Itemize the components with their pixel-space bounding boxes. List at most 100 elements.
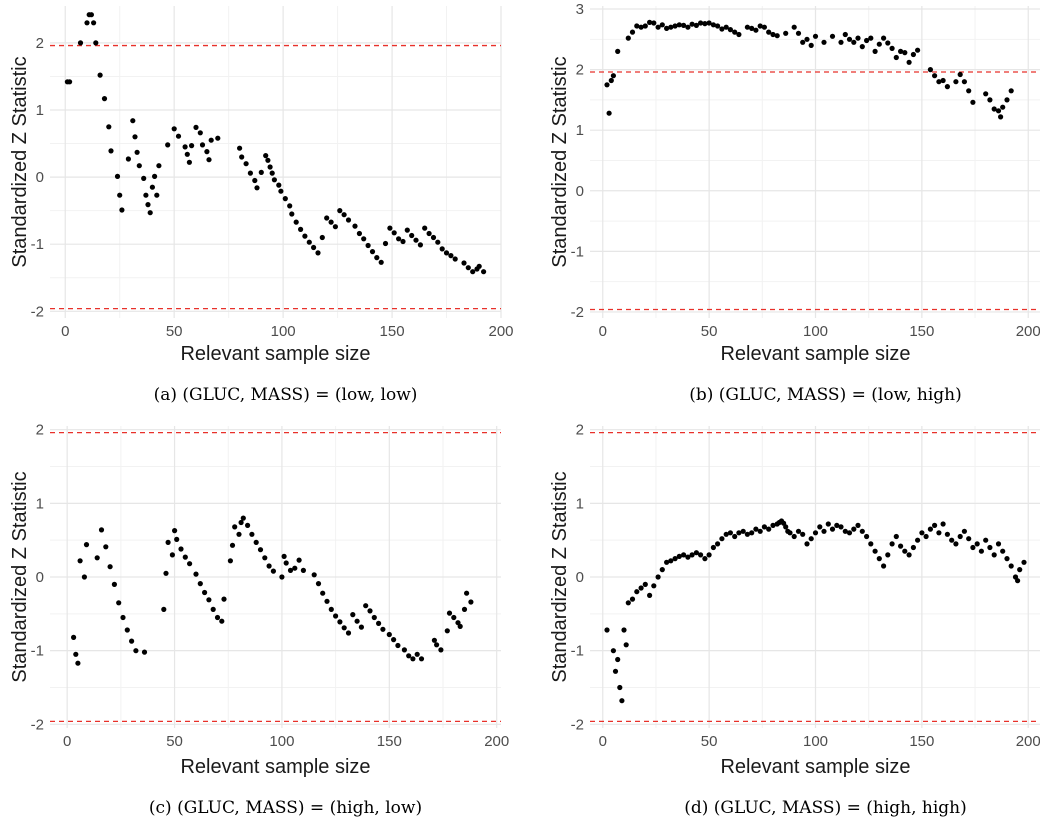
data-point xyxy=(451,614,457,621)
data-point xyxy=(165,142,171,148)
y-tick-label: 2 xyxy=(36,35,44,52)
data-point xyxy=(267,164,273,170)
data-point xyxy=(838,524,844,530)
data-point xyxy=(885,552,891,558)
x-tick-label: 150 xyxy=(909,323,934,340)
data-point xyxy=(749,25,755,31)
data-point xyxy=(974,541,980,547)
data-point xyxy=(615,48,621,55)
data-point xyxy=(439,246,445,252)
data-point xyxy=(283,560,289,566)
data-point xyxy=(120,614,126,621)
data-point xyxy=(1017,567,1023,573)
data-point xyxy=(715,541,721,547)
data-point xyxy=(672,23,678,29)
data-point xyxy=(324,598,330,604)
panel-a: 0 50 100 150 200 -2 -1 0 1 2 Standardized Z Statis… xyxy=(9,6,514,405)
y-tick-label: 0 xyxy=(36,569,44,586)
data-point xyxy=(902,50,908,56)
data-point xyxy=(978,548,985,554)
points xyxy=(64,12,487,275)
data-point xyxy=(949,537,955,543)
data-point xyxy=(130,118,136,124)
data-point xyxy=(300,567,306,574)
y-tick-label: 1 xyxy=(36,495,44,512)
data-point xyxy=(414,651,420,657)
data-point xyxy=(872,548,878,554)
data-point xyxy=(380,626,386,632)
data-point xyxy=(812,33,819,39)
data-point xyxy=(719,26,725,32)
data-point xyxy=(97,72,103,78)
y-tick-label: 1 xyxy=(576,495,584,512)
data-point xyxy=(621,627,627,633)
data-point xyxy=(350,612,356,618)
data-point xyxy=(417,242,423,248)
data-point xyxy=(204,149,210,155)
data-point xyxy=(685,554,691,560)
y-tick-label: 2 xyxy=(576,422,584,439)
data-point xyxy=(961,79,968,85)
x-tick-label: 150 xyxy=(377,733,402,750)
data-point xyxy=(245,522,251,529)
data-point xyxy=(604,82,610,88)
data-point xyxy=(221,596,227,602)
data-point xyxy=(371,614,377,621)
data-point xyxy=(215,135,221,141)
data-point xyxy=(270,568,276,574)
data-point xyxy=(276,182,282,188)
data-point xyxy=(919,530,925,536)
data-point xyxy=(418,656,425,662)
data-point xyxy=(111,581,117,588)
data-point xyxy=(800,39,806,45)
data-point xyxy=(855,522,861,529)
data-point xyxy=(114,173,121,179)
data-point xyxy=(376,620,382,627)
data-point xyxy=(638,585,644,591)
data-point xyxy=(966,536,972,542)
data-point xyxy=(187,561,193,567)
data-point xyxy=(910,51,917,58)
data-point xyxy=(232,524,238,530)
panel-c: 0 50 100 150 200 -2 -1 0 1 2 Standardized Z Statis… xyxy=(9,422,509,818)
data-point xyxy=(247,170,253,176)
data-point xyxy=(292,565,298,571)
data-point xyxy=(710,544,717,551)
data-point xyxy=(668,24,674,30)
data-point xyxy=(770,522,776,529)
data-point xyxy=(902,548,908,554)
data-point xyxy=(710,22,717,28)
x-tick-label: 50 xyxy=(166,733,183,750)
data-point xyxy=(75,660,81,666)
data-point xyxy=(655,574,661,580)
data-point xyxy=(932,522,938,529)
data-point xyxy=(239,154,245,160)
data-point xyxy=(615,656,621,663)
data-point xyxy=(706,552,712,558)
x-tick-label: 100 xyxy=(803,733,828,750)
data-point xyxy=(966,88,972,94)
data-point xyxy=(426,230,432,237)
data-point xyxy=(923,533,929,540)
data-point xyxy=(422,225,428,231)
data-point xyxy=(476,263,482,269)
data-point xyxy=(333,613,339,619)
data-point xyxy=(229,542,236,548)
data-point xyxy=(944,531,951,537)
data-point xyxy=(117,192,123,198)
y-axis-title: Standardized Z Statistic xyxy=(549,56,571,267)
data-point xyxy=(606,110,612,116)
data-point xyxy=(791,533,797,540)
data-point xyxy=(386,631,392,638)
data-point xyxy=(171,126,177,132)
x-tick-label: 0 xyxy=(599,323,607,340)
data-point xyxy=(1021,559,1027,565)
data-point xyxy=(91,20,97,26)
data-point xyxy=(659,567,665,573)
data-point xyxy=(236,531,242,537)
data-point xyxy=(289,211,295,217)
data-point xyxy=(998,114,1004,120)
data-point xyxy=(410,656,416,662)
data-point xyxy=(932,73,938,79)
